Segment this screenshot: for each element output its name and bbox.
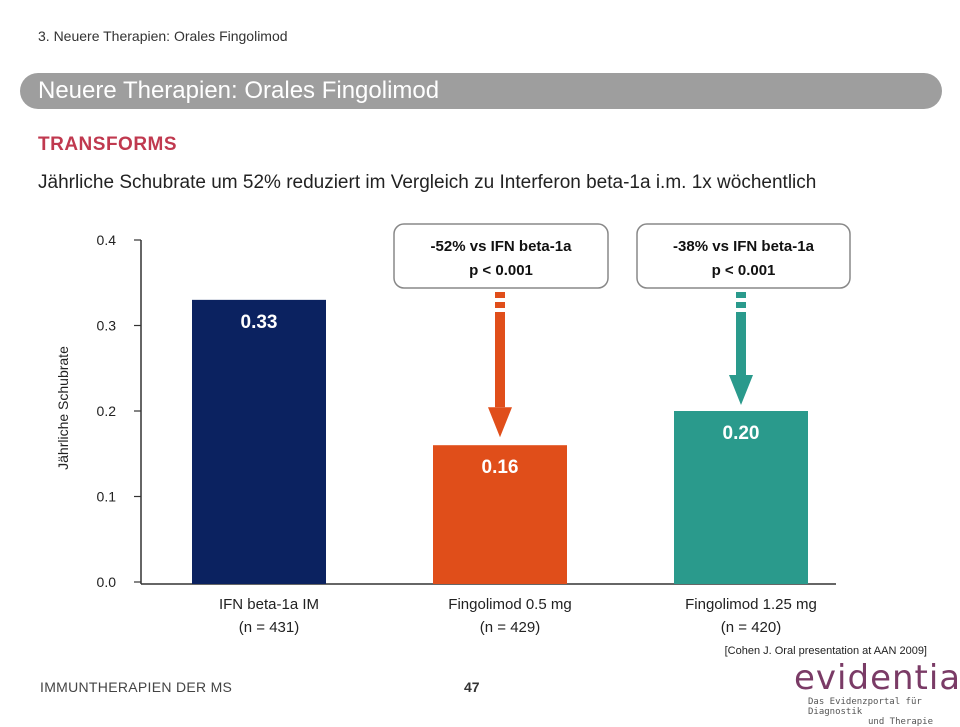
bar bbox=[192, 299, 326, 584]
arrow-dash bbox=[736, 302, 746, 308]
x-category-label: IFN beta-1a IM bbox=[219, 596, 319, 613]
footer-section-title: IMMUNTHERAPIEN DER MS bbox=[40, 679, 233, 695]
y-tick-label: 0.1 bbox=[97, 489, 117, 505]
bar-value-label: 0.16 bbox=[482, 457, 519, 478]
slide-title-bar: Neuere Therapien: Orales Fingolimod bbox=[20, 73, 942, 109]
y-tick-label: 0.0 bbox=[97, 574, 117, 590]
logo-wordmark: evidentia bbox=[794, 658, 960, 698]
annotation-box bbox=[393, 223, 609, 289]
bar bbox=[433, 445, 567, 584]
x-category-sublabel: (n = 429) bbox=[480, 619, 540, 636]
arrow-head bbox=[729, 375, 753, 405]
y-axis-label: Jährliche Schubrate bbox=[55, 346, 71, 470]
bar-value-label: 0.20 bbox=[723, 423, 760, 444]
bar bbox=[674, 411, 808, 584]
arrow-dash bbox=[495, 302, 505, 308]
arrow-head bbox=[488, 407, 512, 438]
y-tick-label: 0.2 bbox=[97, 403, 117, 419]
x-category-sublabel: (n = 431) bbox=[239, 619, 299, 636]
citation: [Cohen J. Oral presentation at AAN 2009] bbox=[724, 645, 927, 657]
study-name: TRANSFORMS bbox=[38, 134, 178, 155]
evidentia-logo: evidentia Das Evidenzportal für Diagnost… bbox=[790, 658, 960, 727]
y-tick-label: 0.4 bbox=[97, 232, 117, 248]
annotation-line2: p < 0.001 bbox=[469, 262, 533, 279]
page-number: 47 bbox=[464, 679, 480, 695]
annotation-box bbox=[636, 223, 851, 289]
annotation-line2: p < 0.001 bbox=[712, 262, 776, 279]
arrow-dash bbox=[736, 292, 746, 298]
arrow-shaft bbox=[736, 312, 746, 375]
logo-tagline: Das Evidenzportal für Diagnostik und The… bbox=[808, 697, 940, 727]
annotation-line1: -52% vs IFN beta-1a bbox=[431, 238, 573, 255]
x-category-sublabel: (n = 420) bbox=[721, 619, 781, 636]
slide-description: Jährliche Schubrate um 52% reduziert im … bbox=[38, 172, 817, 193]
breadcrumb: 3. Neuere Therapien: Orales Fingolimod bbox=[38, 28, 288, 44]
annotation-line1: -38% vs IFN beta-1a bbox=[673, 238, 815, 255]
x-category-label: Fingolimod 1.25 mg bbox=[685, 596, 817, 613]
y-tick-label: 0.3 bbox=[97, 318, 117, 334]
bar-value-label: 0.33 bbox=[241, 312, 278, 333]
x-category-label: Fingolimod 0.5 mg bbox=[448, 596, 571, 613]
logo-tagline-line1: Das Evidenzportal für Diagnostik bbox=[808, 697, 922, 717]
slide-title: Neuere Therapien: Orales Fingolimod bbox=[38, 77, 440, 104]
arrow-shaft bbox=[495, 312, 505, 408]
logo-tagline-line2: und Therapie bbox=[868, 717, 934, 727]
arrow-dash bbox=[495, 292, 505, 298]
